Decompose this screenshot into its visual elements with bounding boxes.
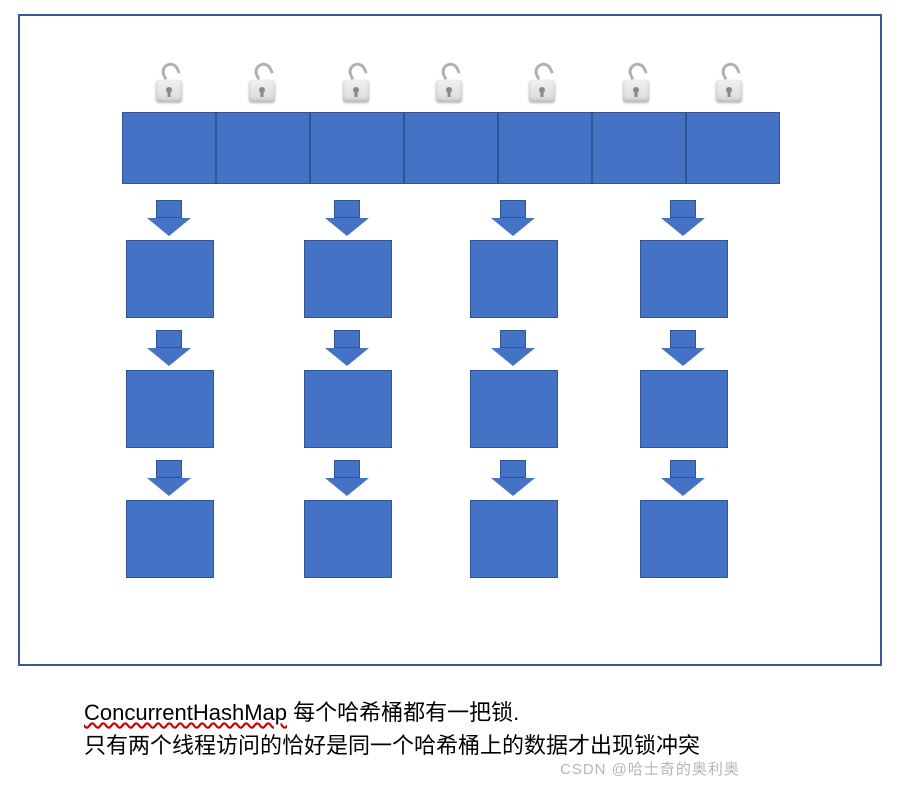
arrow-down-icon <box>334 460 369 496</box>
hash-bucket <box>216 112 310 184</box>
locks-row <box>122 66 776 102</box>
chain-node <box>640 370 728 448</box>
lock-icon <box>623 66 649 102</box>
lock-icon <box>436 66 462 102</box>
arrow-down-icon <box>670 460 705 496</box>
chain-node <box>304 500 392 578</box>
lock-icon <box>249 66 275 102</box>
chain-node <box>304 370 392 448</box>
hash-bucket <box>404 112 498 184</box>
arrow-down-icon <box>500 200 535 236</box>
caption-line2: 只有两个线程访问的恰好是同一个哈希桶上的数据才出现锁冲突 <box>84 733 700 758</box>
hash-bucket <box>592 112 686 184</box>
chain-node <box>470 500 558 578</box>
chain-node <box>126 240 214 318</box>
lock-icon <box>343 66 369 102</box>
chain-node <box>470 370 558 448</box>
chain-node <box>126 370 214 448</box>
arrow-down-icon <box>156 460 191 496</box>
caption-text: ConcurrentHashMap 每个哈希桶都有一把锁. 只有两个线程访问的恰… <box>84 696 700 762</box>
arrow-down-icon <box>334 200 369 236</box>
arrow-down-icon <box>500 460 535 496</box>
arrow-down-icon <box>156 330 191 366</box>
chain-node <box>470 240 558 318</box>
hash-bucket <box>310 112 404 184</box>
arrow-down-icon <box>334 330 369 366</box>
arrow-down-icon <box>500 330 535 366</box>
chain-node <box>126 500 214 578</box>
hash-bucket <box>498 112 592 184</box>
bucket-row <box>122 112 780 184</box>
lock-icon <box>716 66 742 102</box>
caption-line1-rest: 每个哈希桶都有一把锁. <box>287 700 519 725</box>
hash-bucket <box>122 112 216 184</box>
caption-keyword: ConcurrentHashMap <box>84 700 287 725</box>
chain-node <box>640 240 728 318</box>
lock-icon <box>529 66 555 102</box>
hash-bucket <box>686 112 780 184</box>
lock-icon <box>156 66 182 102</box>
arrow-down-icon <box>156 200 191 236</box>
chain-node <box>304 240 392 318</box>
arrow-down-icon <box>670 330 705 366</box>
arrow-down-icon <box>670 200 705 236</box>
chain-node <box>640 500 728 578</box>
watermark: CSDN @哈士奇的奥利奥 <box>560 758 740 779</box>
